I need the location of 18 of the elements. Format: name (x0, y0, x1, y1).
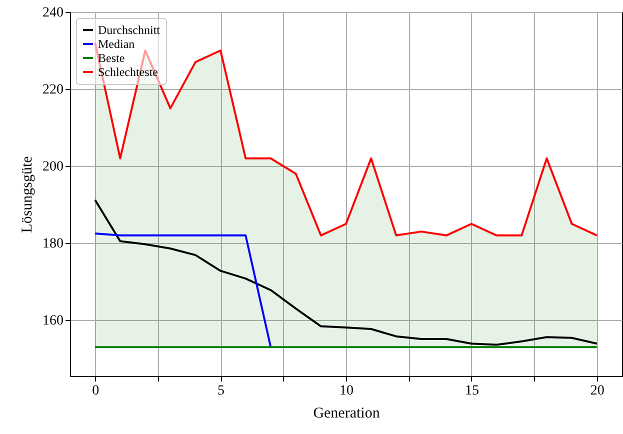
x-tick-label: 15 (464, 384, 479, 398)
x-tick-label: 20 (590, 384, 604, 398)
legend-label: Median (98, 37, 135, 51)
y-tick-label: 160 (42, 314, 64, 329)
legend-label: Schlechteste (98, 65, 158, 79)
y-tick-label: 220 (42, 82, 64, 98)
y-tick-label: 200 (42, 160, 64, 175)
x-tick-label: 0 (92, 384, 100, 398)
y-tick-label: 240 (42, 6, 64, 20)
x-tick-label: 10 (340, 384, 354, 398)
x-axis-title: Generation (313, 406, 380, 422)
y-axis-title: Lösungsgüte (20, 156, 36, 233)
y-tick-label: 180 (42, 236, 64, 252)
x-tick-label: 5 (218, 384, 225, 398)
line-series (94, 42, 598, 236)
line-series (94, 198, 598, 346)
legend-label: Beste (98, 51, 125, 65)
legend-label: Durchschnitt (98, 23, 161, 37)
